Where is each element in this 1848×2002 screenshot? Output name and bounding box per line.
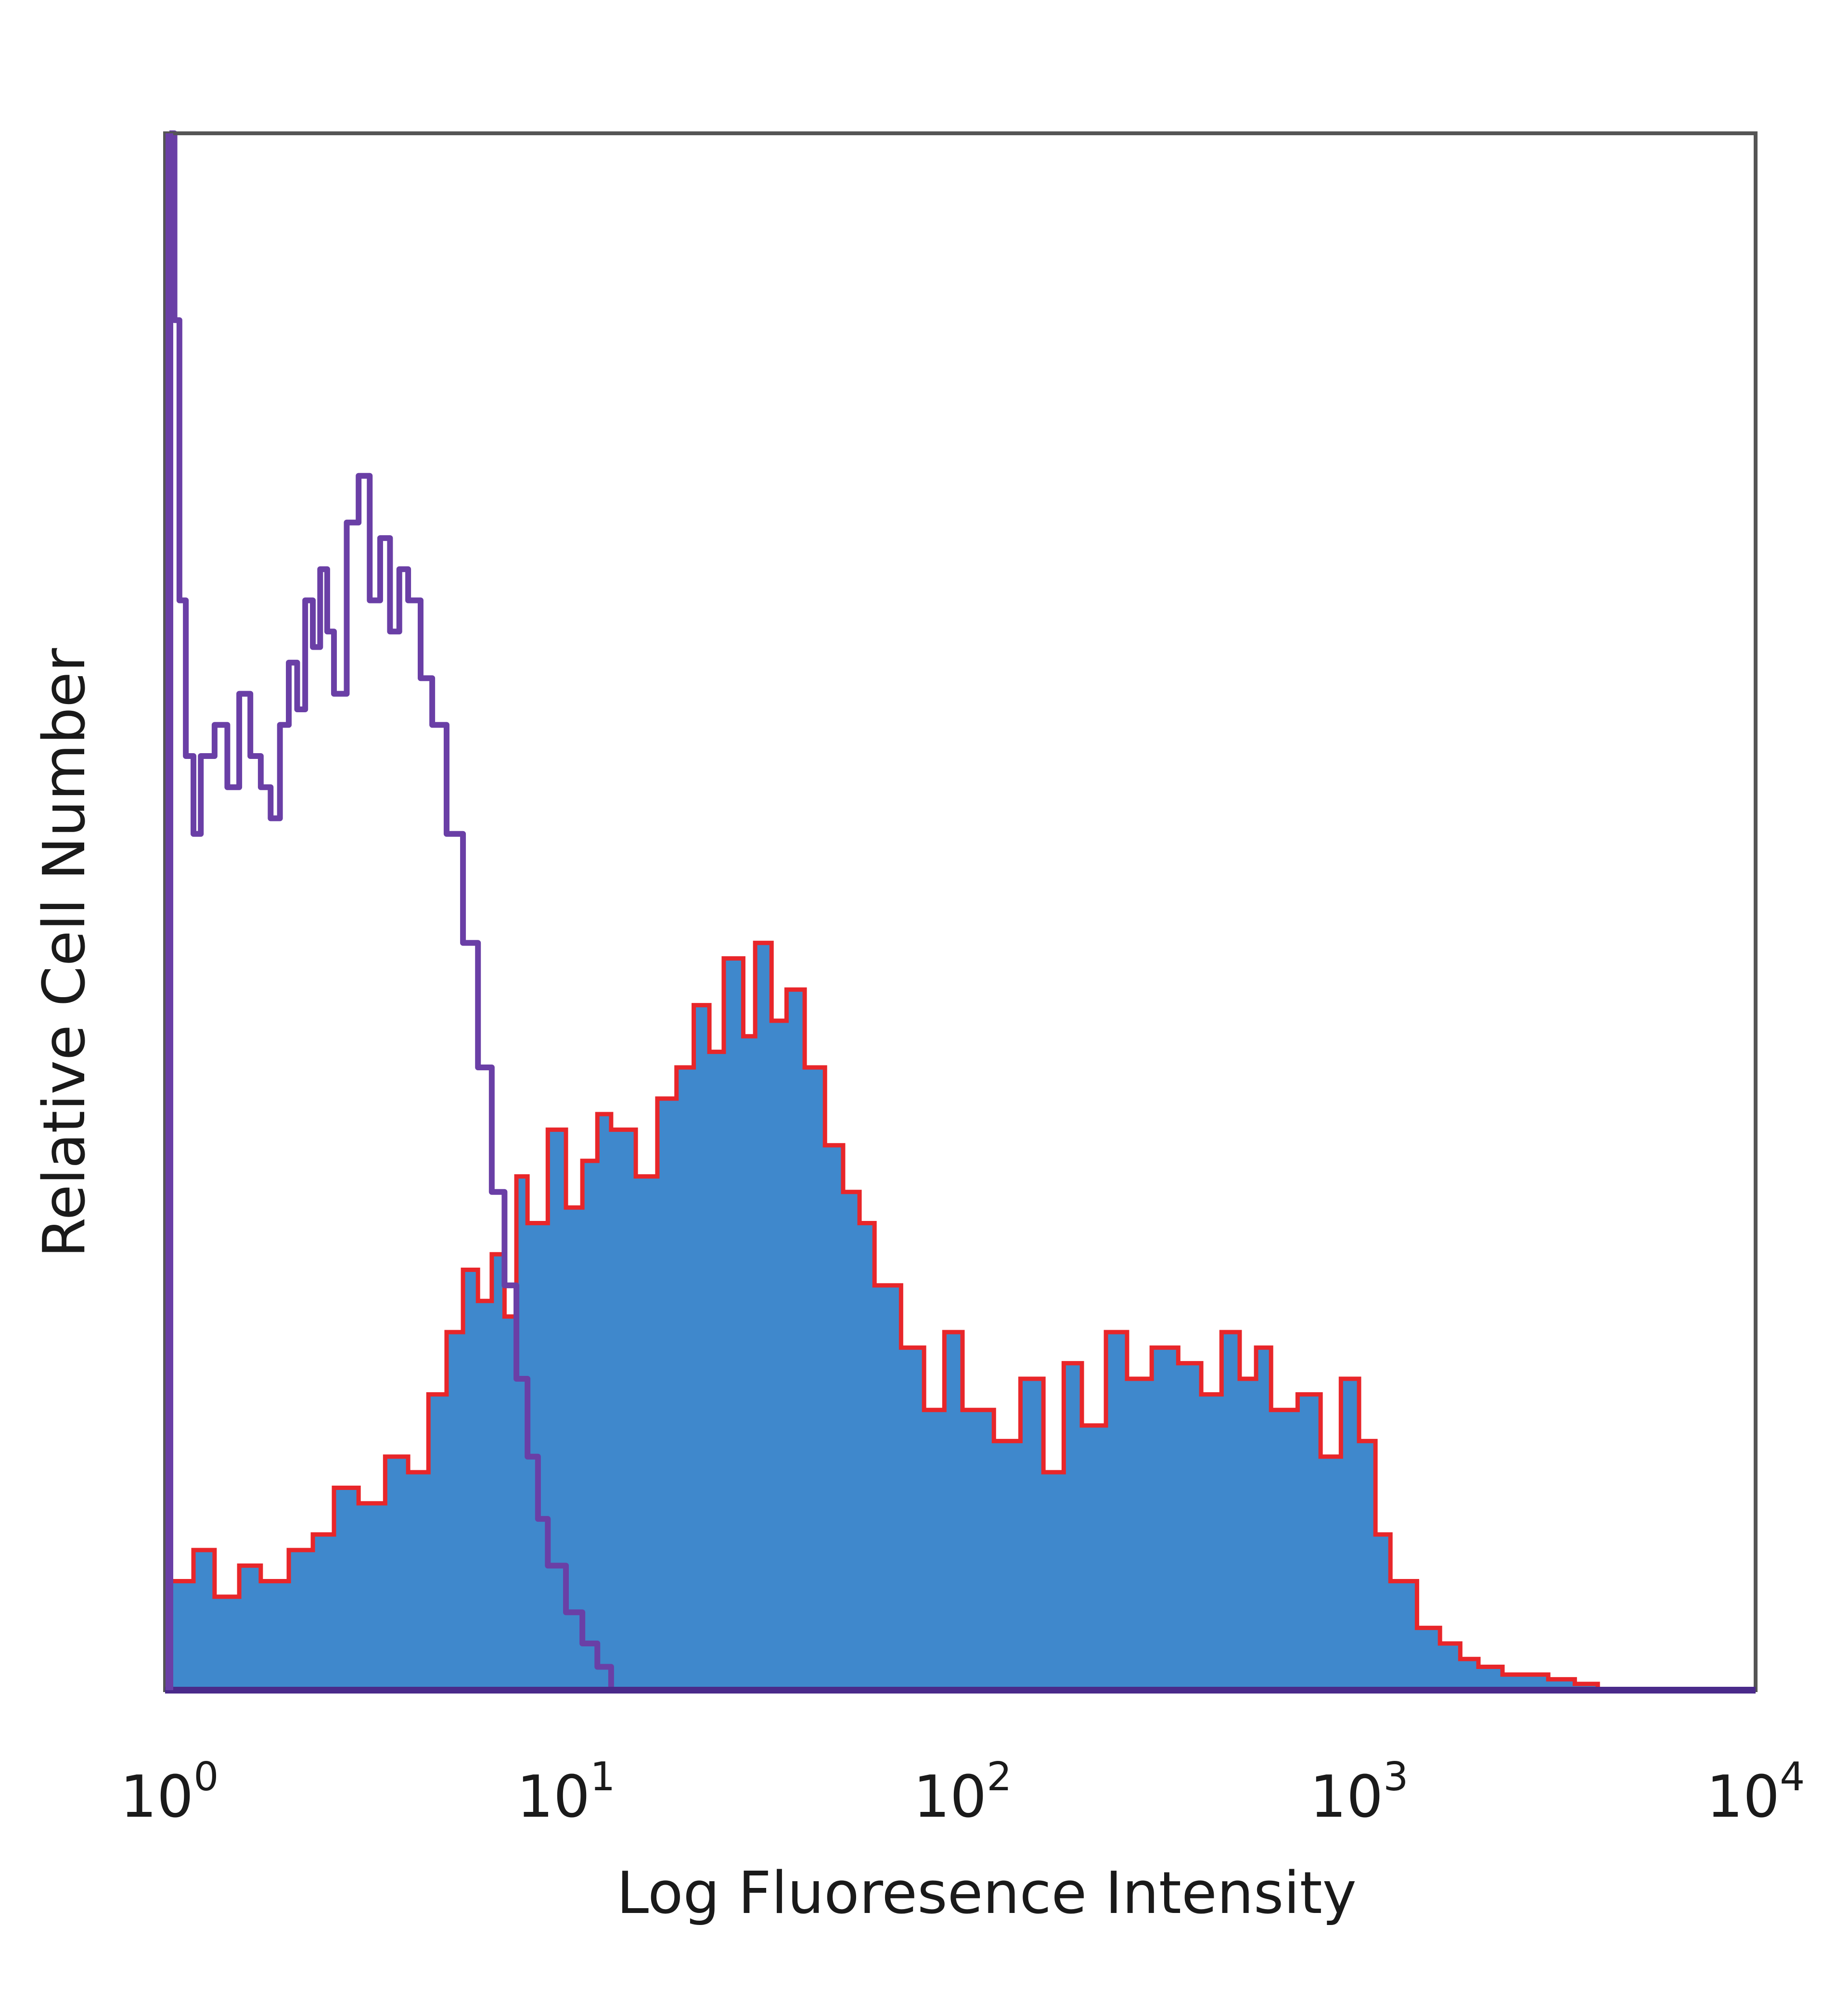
y-axis-title: Relative Cell Number bbox=[31, 648, 98, 1258]
x-tick-label: 102 bbox=[913, 1754, 1012, 1831]
x-tick-base: 10 bbox=[517, 1764, 590, 1831]
x-tick-label: 104 bbox=[1707, 1754, 1805, 1831]
x-tick-label: 101 bbox=[517, 1754, 616, 1831]
filled-histogram-outline bbox=[169, 940, 1600, 1690]
x-tick-label: 100 bbox=[120, 1754, 219, 1831]
x-tick-exponent: 1 bbox=[590, 1754, 615, 1800]
x-tick-exponent: 0 bbox=[193, 1754, 218, 1800]
x-tick-base: 10 bbox=[1310, 1764, 1384, 1831]
x-tick-exponent: 3 bbox=[1383, 1754, 1408, 1800]
x-tick-exponent: 4 bbox=[1780, 1754, 1805, 1800]
x-tick-label: 103 bbox=[1310, 1754, 1409, 1831]
x-axis-title: Log Fluoresence Intensity bbox=[616, 1860, 1357, 1927]
x-tick-labels: 100 101 102 103 104 bbox=[120, 1754, 1805, 1831]
x-tick-exponent: 2 bbox=[987, 1754, 1012, 1800]
open-histogram-line bbox=[169, 130, 614, 1690]
x-tick-base: 10 bbox=[1707, 1764, 1780, 1831]
series-layer bbox=[169, 130, 1600, 1690]
x-tick-base: 10 bbox=[120, 1764, 194, 1831]
x-tick-base: 10 bbox=[913, 1764, 987, 1831]
filled-histogram-area bbox=[169, 943, 1598, 1690]
